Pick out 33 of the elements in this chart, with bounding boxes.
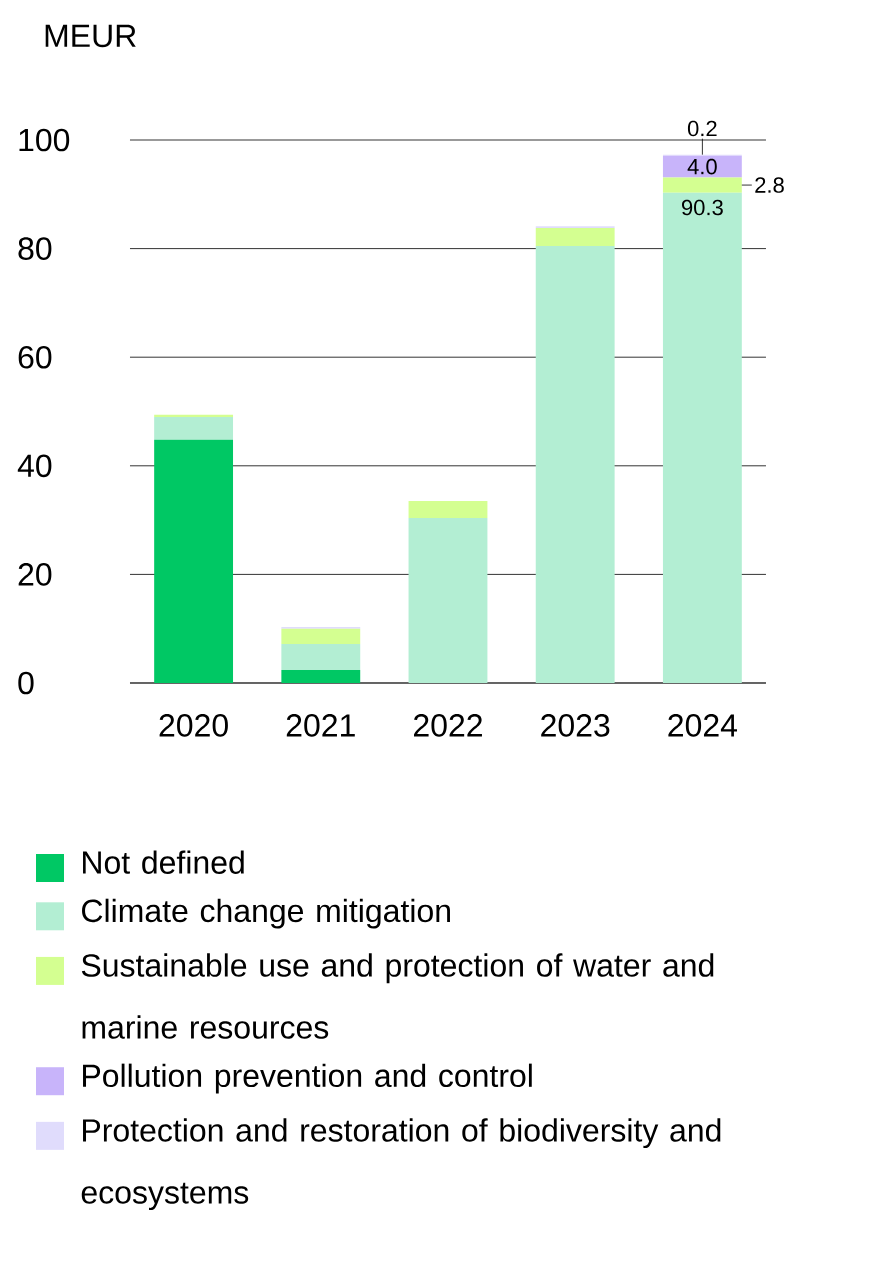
data-label: 4.0: [687, 158, 717, 175]
legend-label: Not defined: [83, 850, 244, 874]
data-label: 90.3: [682, 199, 723, 216]
x-tick-label: 2021: [286, 714, 355, 737]
bar: [281, 669, 361, 683]
y-tick-label: 0: [18, 671, 34, 695]
bar: [535, 245, 615, 683]
legend-label: Climate change mitigation: [82, 898, 450, 929]
bar: [281, 643, 361, 670]
bar: [662, 177, 742, 193]
data-label: 2.8: [755, 177, 784, 193]
y-tick-label: 40: [17, 454, 52, 478]
bar: [154, 439, 234, 683]
bar: [154, 416, 234, 440]
bar: [154, 414, 234, 417]
bar: [662, 192, 742, 683]
bar: [535, 227, 615, 246]
x-tick-label: 2022: [414, 714, 482, 737]
y-tick-label: 20: [18, 563, 52, 586]
y-tick-label: 80: [18, 237, 52, 260]
bar: [408, 501, 488, 518]
bar: [281, 628, 361, 644]
data-label: 0.2: [687, 120, 717, 137]
x-tick-label: 2023: [541, 714, 610, 737]
y-tick-label: 100: [19, 128, 70, 152]
legend-label: Pollution prevention and control: [83, 1063, 532, 1094]
legend-label: Protection and restoration of biodiversity and ecosystems: [81, 1118, 721, 1211]
x-tick-label: 2024: [668, 714, 738, 737]
legend-label: Sustainable use and protection of water and marine resources: [81, 953, 714, 1039]
bar: [408, 517, 488, 683]
y-axis-title: MEUR: [45, 24, 136, 48]
y-tick-label: 60: [18, 345, 52, 369]
x-tick-label: 2020: [159, 714, 228, 737]
